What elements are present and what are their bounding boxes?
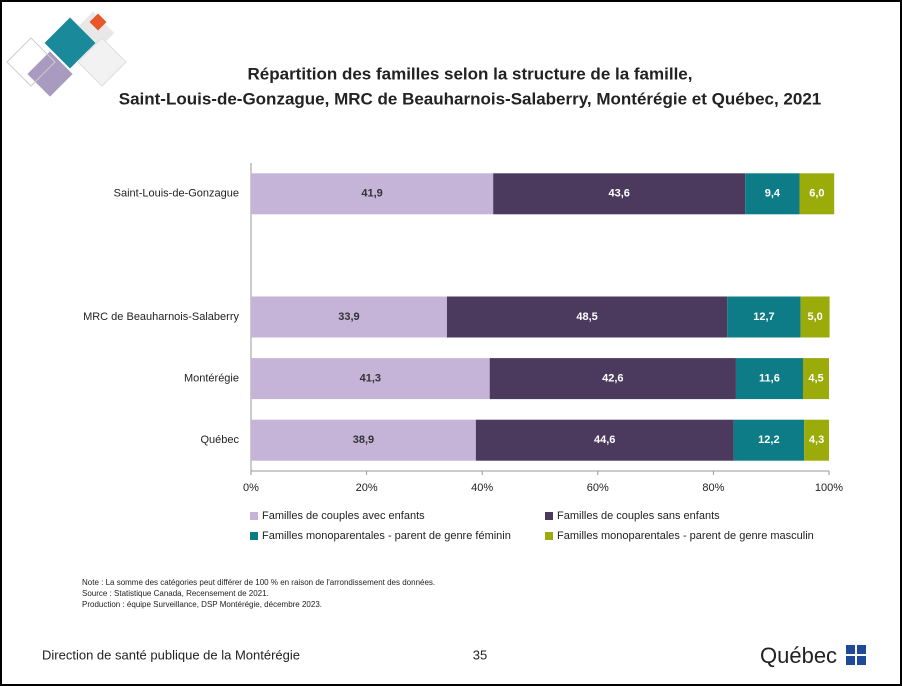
value-label: 9,4 xyxy=(765,188,781,200)
value-label: 48,5 xyxy=(576,311,597,323)
value-label: 11,6 xyxy=(759,373,780,385)
y-tick-label: Saint-Louis-de-Gonzague xyxy=(114,188,239,200)
y-tick-label: Québec xyxy=(200,434,239,446)
chart-subtitle: Saint-Louis-de-Gonzague, MRC de Beauharn… xyxy=(119,89,822,108)
value-label: 12,7 xyxy=(753,311,774,323)
chart-title: Répartition des familles selon la struct… xyxy=(248,64,693,83)
value-label: 43,6 xyxy=(608,188,629,200)
value-label: 4,5 xyxy=(808,373,823,385)
value-label: 44,6 xyxy=(594,434,615,446)
legend-label: Familles de couples avec enfants xyxy=(262,510,425,522)
legend-label: Familles monoparentales - parent de genr… xyxy=(557,530,814,542)
x-tick-label: 0% xyxy=(243,482,259,494)
legend-swatch xyxy=(545,512,553,520)
value-label: 5,0 xyxy=(807,311,822,323)
note: Note : La somme des catégories peut diff… xyxy=(82,578,435,587)
quebec-logo-text: Québec xyxy=(760,643,837,668)
value-label: 41,9 xyxy=(361,188,382,200)
value-label: 38,9 xyxy=(353,434,374,446)
x-tick-label: 100% xyxy=(815,482,843,494)
x-tick-label: 40% xyxy=(471,482,493,494)
value-label: 33,9 xyxy=(338,311,359,323)
x-tick-label: 20% xyxy=(356,482,378,494)
legend-label: Familles monoparentales - parent de genr… xyxy=(262,530,511,542)
slide: Répartition des familles selon la struct… xyxy=(0,0,902,686)
x-tick-label: 80% xyxy=(702,482,724,494)
value-label: 6,0 xyxy=(809,188,824,200)
legend-label: Familles de couples sans enfants xyxy=(557,510,720,522)
production: Production : équipe Surveillance, DSP Mo… xyxy=(82,600,322,609)
legend-swatch xyxy=(545,532,553,540)
legend-swatch xyxy=(250,532,258,540)
y-tick-label: MRC de Beauharnois-Salaberry xyxy=(83,311,239,323)
value-label: 12,2 xyxy=(758,434,779,446)
footer-organization: Direction de santé publique de la Montér… xyxy=(42,647,300,662)
value-label: 4,3 xyxy=(809,434,824,446)
value-label: 41,3 xyxy=(360,373,381,385)
y-tick-label: Montérégie xyxy=(184,373,239,385)
page-number: 35 xyxy=(473,647,487,662)
value-label: 42,6 xyxy=(602,373,623,385)
x-tick-label: 60% xyxy=(587,482,609,494)
legend-swatch xyxy=(250,512,258,520)
source: Source : Statistique Canada, Recensement… xyxy=(82,589,269,598)
